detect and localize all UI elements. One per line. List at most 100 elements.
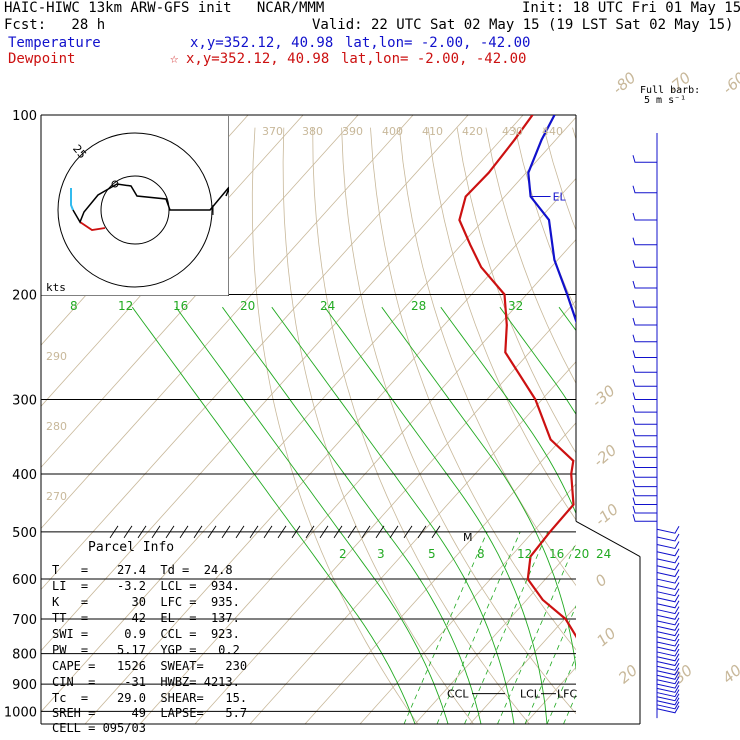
pressure-tick-label: 1000 bbox=[4, 705, 37, 720]
parcel-info-row: K = 30 LFC = 935. bbox=[52, 595, 240, 609]
wind-barb bbox=[632, 488, 657, 497]
mixing-ratio-label: 2 bbox=[339, 547, 347, 561]
mixing-ratio-label: 3 bbox=[377, 547, 385, 561]
isotherm-label: -60 bbox=[719, 69, 740, 99]
theta-label: 290 bbox=[46, 350, 67, 363]
data-point-dewpoint bbox=[615, 704, 617, 706]
wind-barb bbox=[656, 672, 680, 680]
data-point-dewpoint bbox=[549, 530, 551, 533]
hodograph-trace bbox=[79, 221, 106, 231]
isotherm-line bbox=[524, 666, 576, 724]
mixing-ratio-label: 8 bbox=[477, 547, 485, 561]
lcl-label: LCL bbox=[520, 688, 541, 701]
data-point-dewpoint bbox=[606, 690, 608, 692]
theta-e-label: 32 bbox=[508, 299, 523, 313]
wind-barb bbox=[632, 260, 657, 268]
wind-barb bbox=[632, 497, 657, 506]
ccl-label: CCL bbox=[447, 688, 469, 701]
dry-adiabat-line bbox=[514, 127, 576, 311]
data-point-dewpoint bbox=[526, 578, 529, 580]
wind-barb bbox=[656, 582, 680, 591]
wind-barb bbox=[632, 155, 657, 163]
ice-layer-hatch bbox=[193, 525, 203, 539]
data-point-dewpoint bbox=[572, 503, 575, 506]
data-point-dewpoint bbox=[469, 243, 472, 246]
wind-barb bbox=[656, 705, 680, 714]
data-point-dewpoint bbox=[589, 668, 591, 670]
moist-adiabat-line bbox=[131, 306, 416, 724]
parcel-info-row: CAPE = 1526 SWEAT= 230 bbox=[52, 659, 248, 673]
series-line-dewpoint bbox=[458, 115, 576, 639]
data-point-temperature bbox=[609, 599, 611, 601]
theta-label: 410 bbox=[422, 125, 443, 138]
parcel-info-row: Tc = 29.0 SHEAR= 15. bbox=[52, 691, 248, 705]
wind-barb bbox=[632, 280, 657, 289]
theta-e-label: 8 bbox=[70, 299, 78, 313]
wind-barb bbox=[632, 405, 657, 413]
ice-layer-hatch bbox=[417, 525, 427, 539]
theta-e-label: 28 bbox=[411, 299, 426, 313]
isotherm-line bbox=[41, 115, 414, 530]
parcel-info-row: CELL = 095/03 bbox=[52, 721, 146, 735]
moist-adiabat-line bbox=[175, 306, 449, 724]
mixing-ratio-label: 24 bbox=[596, 547, 611, 561]
ice-layer-hatch bbox=[347, 525, 357, 539]
parcel-info-row: SREH = 49 LAPSE= 5.7 bbox=[52, 706, 248, 720]
temperature-latlon: lat,lon= -2.00, -42.00 bbox=[345, 35, 531, 51]
wind-barb bbox=[656, 697, 680, 706]
wind-key-units: 5 m s⁻¹ bbox=[644, 95, 687, 106]
dry-adiabat-line bbox=[717, 128, 740, 724]
ice-layer-hatch bbox=[263, 525, 273, 539]
wind-barb bbox=[632, 237, 657, 246]
wind-barb bbox=[632, 514, 657, 522]
ice-layer-hatch bbox=[137, 525, 147, 539]
hodograph-box bbox=[41, 116, 229, 296]
pressure-tick-label: 800 bbox=[12, 648, 37, 663]
dry-adiabat-line bbox=[312, 127, 530, 724]
pressure-tick-label: 900 bbox=[12, 678, 37, 693]
wind-barb bbox=[656, 689, 680, 698]
dry-adiabat-line bbox=[456, 127, 576, 454]
ice-layer-hatch bbox=[333, 525, 343, 539]
isotherm-line bbox=[41, 115, 524, 652]
wind-barb bbox=[632, 379, 657, 387]
ice-layer-hatch bbox=[123, 525, 133, 539]
m-label: M bbox=[463, 531, 473, 544]
dewpoint-xy: x,y=352.12, 40.98 bbox=[186, 51, 330, 67]
data-point-dewpoint bbox=[570, 473, 573, 475]
mixing-ratio-label: 5 bbox=[428, 547, 436, 561]
wind-barb bbox=[632, 392, 657, 401]
mixing-ratio-line bbox=[497, 541, 576, 724]
data-point-temperature bbox=[617, 690, 619, 692]
isotherm-label: -30 bbox=[588, 382, 618, 412]
isotherm-label: 40 bbox=[719, 661, 740, 687]
theta-label: 440 bbox=[542, 125, 563, 138]
pressure-tick-label: 600 bbox=[12, 573, 37, 588]
data-point-dewpoint bbox=[564, 618, 567, 620]
wind-barb bbox=[632, 317, 657, 326]
moist-adiabat-line bbox=[440, 306, 576, 515]
header-title: HAIC-HIWC 13km ARW-GFS init NCAR/MMM bbox=[4, 0, 325, 16]
data-point-dewpoint bbox=[597, 683, 599, 685]
isotherm-line bbox=[84, 177, 576, 724]
data-point-dewpoint bbox=[487, 171, 490, 174]
wind-barb bbox=[656, 643, 680, 652]
temperature-legend-label: Temperature bbox=[8, 35, 101, 51]
theta-label: 430 bbox=[502, 125, 523, 138]
data-point-dewpoint bbox=[503, 293, 506, 296]
wind-barb bbox=[656, 555, 680, 564]
theta-label: 390 bbox=[342, 125, 363, 138]
data-point-temperature bbox=[618, 473, 620, 475]
ice-layer-hatch bbox=[179, 525, 189, 539]
data-point-dewpoint bbox=[513, 138, 516, 141]
moist-adiabat-line bbox=[222, 306, 482, 724]
isotherm-label: 10 bbox=[593, 624, 619, 650]
wind-barb bbox=[632, 300, 657, 308]
data-point-dewpoint bbox=[534, 398, 537, 401]
parcel-info-row: LI = -3.2 LCL = 934. bbox=[52, 579, 240, 593]
series-line-temperature bbox=[527, 115, 576, 325]
isotherm-label: -80 bbox=[609, 69, 639, 99]
dry-adiabat-line bbox=[688, 128, 740, 724]
data-point-dewpoint bbox=[529, 555, 532, 558]
moist-adiabat-line bbox=[324, 306, 548, 724]
